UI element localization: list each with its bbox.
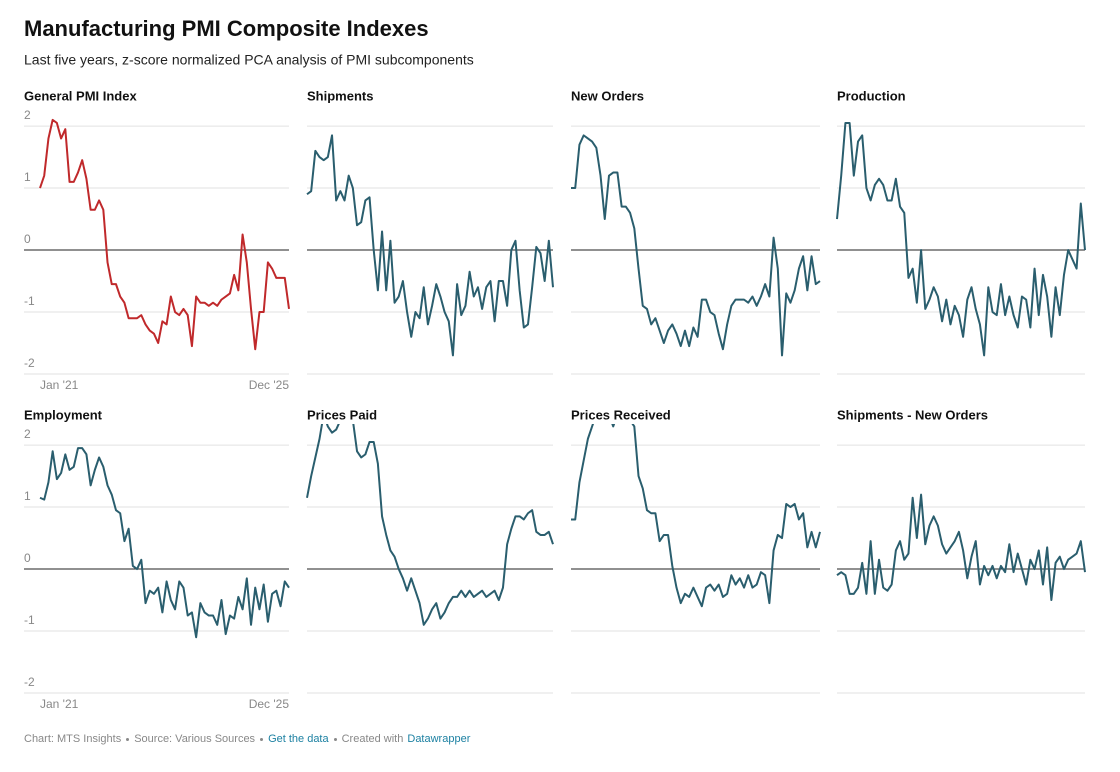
tool-link[interactable]: Datawrapper	[407, 733, 471, 745]
series-line	[306, 134, 554, 357]
x-tick-label: Jan '21	[40, 697, 79, 711]
footer: Chart: MTS Insights Source: Various Sourc…	[24, 733, 470, 745]
panel-title: Employment	[24, 407, 103, 422]
y-tick-label: -1	[24, 294, 35, 308]
panel-title: Prices Paid	[307, 407, 377, 422]
panel-title: Production	[837, 88, 906, 103]
series-line	[306, 424, 554, 626]
footer-created: Created with	[341, 733, 404, 745]
data-link[interactable]: Get the data	[268, 733, 329, 745]
x-tick-label: Jan '21	[40, 378, 79, 392]
y-tick-label: 0	[24, 551, 31, 565]
x-tick-label: Dec '25	[249, 378, 290, 392]
footer-chart: Chart: MTS Insights	[24, 733, 122, 745]
series-line	[836, 121, 1086, 357]
panel-title: Prices Received	[571, 407, 671, 422]
separator	[333, 737, 337, 741]
series-line	[571, 134, 821, 357]
y-tick-label: -2	[24, 356, 35, 370]
y-tick-label: 2	[24, 427, 31, 441]
separator	[126, 737, 130, 741]
y-tick-label: 1	[24, 170, 31, 184]
panel-title: General PMI Index	[24, 88, 137, 103]
separator	[260, 737, 264, 741]
chart-title: Manufacturing PMI Composite Indexes	[24, 16, 429, 41]
panel-title: Shipments - New Orders	[837, 407, 988, 422]
footer-source: Source: Various Sources	[134, 733, 256, 745]
y-tick-label: 0	[24, 232, 31, 246]
y-tick-label: -2	[24, 675, 35, 689]
series-line	[39, 447, 290, 639]
chart-subtitle: Last five years, z-score normalized PCA …	[24, 52, 474, 68]
y-tick-label: -1	[24, 613, 35, 627]
x-tick-label: Dec '25	[249, 697, 290, 711]
y-tick-label: 1	[24, 489, 31, 503]
panel-title: New Orders	[571, 88, 644, 103]
y-tick-label: 2	[24, 108, 31, 122]
series-line	[836, 493, 1086, 602]
series-line	[571, 424, 821, 608]
series-line	[39, 118, 290, 351]
panel-title: Shipments	[307, 88, 373, 103]
